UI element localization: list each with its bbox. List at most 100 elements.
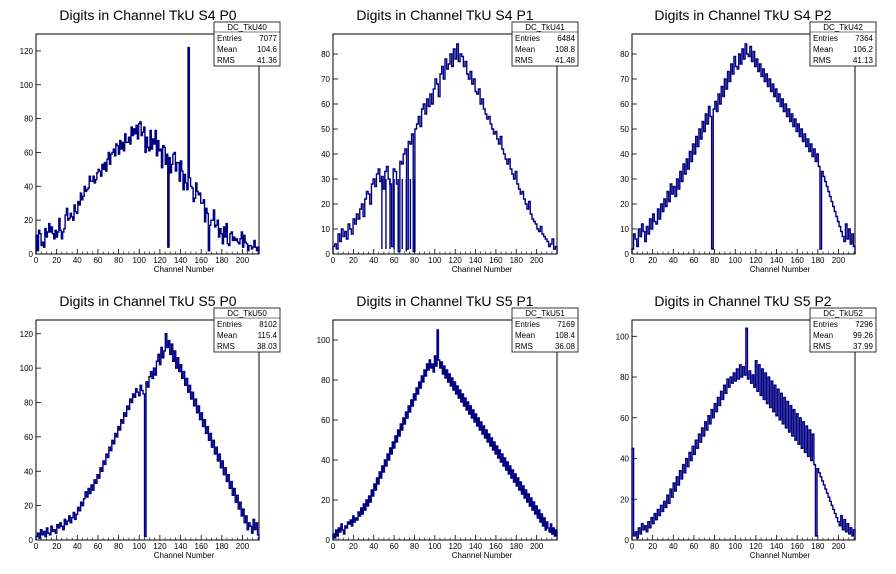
x-tick-label: 0 — [331, 542, 336, 551]
stats-name: DC_TkU51 — [525, 309, 565, 318]
chart-title: Digits in Channel TkU S4 P2 — [654, 7, 831, 23]
stats-value: 36.08 — [555, 342, 576, 351]
stats-key: Entries — [515, 320, 540, 329]
y-tick-label: 80 — [620, 373, 629, 382]
x-tick-label: 20 — [648, 542, 657, 551]
y-tick-label: 50 — [321, 125, 330, 134]
histogram-series — [631, 43, 856, 254]
stats-value: 7077 — [259, 34, 277, 43]
plot-frame — [35, 33, 260, 255]
stats-key: RMS — [813, 342, 831, 351]
plot-frame — [631, 33, 856, 255]
y-tick-label: 70 — [321, 75, 330, 84]
y-tick-label: 20 — [24, 502, 33, 511]
stats-key: Mean — [217, 45, 237, 54]
y-tick-label: 60 — [620, 100, 629, 109]
stats-value: 7364 — [855, 34, 873, 43]
histogram-series — [35, 46, 260, 254]
y-tick-label: 0 — [29, 250, 34, 259]
stats-value: 41.48 — [555, 56, 576, 65]
y-tick-label: 40 — [620, 455, 629, 464]
chart-title: Digits in Channel TkU S5 P1 — [356, 293, 533, 309]
plot-frame — [35, 319, 260, 541]
x-tick-label: 60 — [689, 256, 698, 265]
x-tick-label: 40 — [73, 542, 82, 551]
x-tick-label: 160 — [489, 542, 503, 551]
histogram-panel-3: Digits in Channel TkU S4 P20 20 40 60 80 100 1… — [620, 7, 877, 274]
y-tick-label: 20 — [24, 216, 33, 225]
x-tick-label: 120 — [449, 256, 463, 265]
x-tick-label: 160 — [195, 542, 209, 551]
x-tick-label: 140 — [174, 542, 188, 551]
x-tick-label: 60 — [93, 256, 102, 265]
histogram-series — [631, 327, 856, 540]
stats-value: 108.4 — [555, 331, 576, 340]
y-tick-label: 0 — [625, 536, 630, 545]
x-tick-label: 120 — [449, 542, 463, 551]
x-tick-label: 140 — [174, 256, 188, 265]
stats-value: 106.2 — [853, 45, 874, 54]
histogram-panel-5: Digits in Channel TkU S5 P1 0 20 40 60 80 100 1… — [317, 293, 579, 560]
chart-title: Digits in Channel TkU S5 P0 — [59, 293, 236, 309]
y-tick-label: 40 — [620, 150, 629, 159]
y-tick-label: 70 — [620, 75, 629, 84]
x-tick-label: 140 — [770, 256, 784, 265]
x-axis-label: Channel Number — [452, 551, 513, 560]
x-tick-label: 80 — [114, 256, 123, 265]
x-tick-label: 60 — [390, 256, 399, 265]
x-tick-label: 20 — [349, 256, 358, 265]
x-tick-label: 60 — [390, 542, 399, 551]
histogram-panel-4: Digits in Channel TkU S5 P0 0 20 40 60 80 100 1… — [20, 293, 281, 560]
y-tick-label: 60 — [24, 433, 33, 442]
stats-box — [809, 307, 877, 353]
x-axis-label: Channel Number — [750, 265, 811, 274]
x-tick-label: 120 — [749, 542, 763, 551]
stats-name: DC_TkU52 — [823, 309, 863, 318]
stats-value: 37.99 — [853, 342, 874, 351]
x-tick-label: 120 — [153, 542, 167, 551]
stats-key: Mean — [813, 45, 833, 54]
x-tick-label: 180 — [811, 256, 825, 265]
chart-title: Digits in Channel TkU S4 P0 — [59, 7, 236, 23]
x-tick-label: 80 — [710, 542, 719, 551]
y-tick-label: 40 — [321, 456, 330, 465]
stats-key: Entries — [217, 320, 242, 329]
x-tick-label: 80 — [114, 542, 123, 551]
y-tick-label: 40 — [24, 182, 33, 191]
x-tick-label: 180 — [215, 542, 229, 551]
x-tick-label: 160 — [791, 256, 805, 265]
stats-box — [213, 307, 281, 353]
stats-value: 7169 — [557, 320, 575, 329]
x-tick-label: 40 — [669, 256, 678, 265]
x-tick-label: 180 — [215, 256, 229, 265]
stats-box — [511, 307, 579, 353]
stats-key: RMS — [813, 56, 831, 65]
x-tick-label: 140 — [469, 542, 483, 551]
y-tick-label: 40 — [321, 150, 330, 159]
x-tick-label: 20 — [52, 256, 61, 265]
x-tick-label: 160 — [791, 542, 805, 551]
x-tick-label: 40 — [73, 256, 82, 265]
y-tick-label: 120 — [20, 330, 34, 339]
stats-name: DC_TkU40 — [227, 23, 267, 32]
x-tick-label: 100 — [729, 256, 743, 265]
x-tick-label: 200 — [832, 256, 846, 265]
x-tick-label: 0 — [630, 542, 635, 551]
stats-key: Mean — [515, 45, 535, 54]
y-tick-label: 100 — [20, 81, 34, 90]
y-tick-label: 60 — [620, 414, 629, 423]
x-tick-label: 40 — [369, 542, 378, 551]
stats-key: RMS — [217, 342, 235, 351]
stats-key: RMS — [217, 56, 235, 65]
stats-value: 38.03 — [257, 342, 278, 351]
x-tick-label: 160 — [195, 256, 209, 265]
x-tick-label: 200 — [530, 542, 544, 551]
stats-key: Mean — [217, 331, 237, 340]
x-tick-label: 180 — [510, 256, 524, 265]
stats-key: Entries — [813, 34, 838, 43]
x-tick-label: 180 — [510, 542, 524, 551]
x-tick-label: 80 — [410, 542, 419, 551]
y-tick-label: 20 — [321, 200, 330, 209]
x-tick-label: 0 — [34, 256, 39, 265]
